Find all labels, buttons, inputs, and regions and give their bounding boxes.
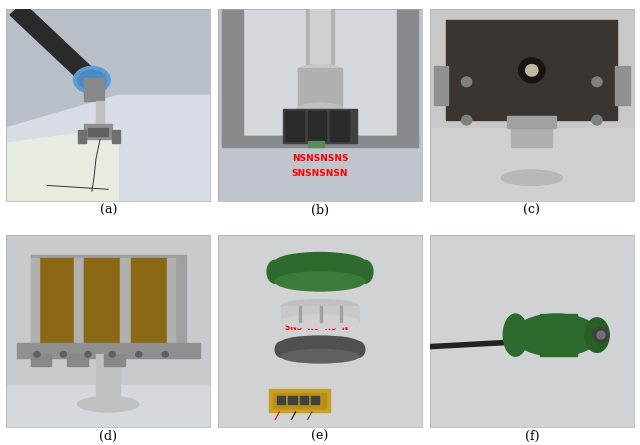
Bar [511,118,552,147]
Circle shape [109,352,115,357]
Circle shape [85,352,91,357]
Circle shape [162,352,168,357]
Ellipse shape [282,299,358,313]
Ellipse shape [275,272,365,291]
Ellipse shape [275,342,287,357]
Bar [508,116,556,128]
Ellipse shape [503,314,528,356]
Bar [308,142,324,147]
Ellipse shape [282,315,358,328]
X-axis label: (a): (a) [100,203,117,217]
Bar [104,354,125,366]
Bar [96,354,120,396]
Text: NSNSNSNS: NSNSNSNS [292,154,348,163]
Bar [37,259,74,343]
Bar [310,9,330,63]
Circle shape [593,328,609,343]
Bar [300,396,308,404]
Polygon shape [6,95,210,201]
Ellipse shape [353,342,365,357]
Ellipse shape [501,170,563,186]
Circle shape [136,352,142,357]
Bar [88,128,108,136]
Bar [311,396,319,404]
Bar [74,259,82,343]
Bar [269,389,330,412]
Ellipse shape [298,103,342,114]
Bar [397,9,418,143]
Bar [289,396,296,404]
Circle shape [592,115,602,125]
Ellipse shape [275,253,365,272]
Bar [222,136,418,147]
Ellipse shape [513,314,599,356]
Ellipse shape [298,65,342,76]
Bar [77,130,86,143]
Bar [277,396,285,404]
Circle shape [461,77,472,87]
X-axis label: (c): (c) [524,203,540,217]
Text: SNSNSNSN: SNSNSNSN [292,170,348,178]
FancyArrow shape [10,3,94,82]
Bar [6,385,210,427]
Bar [84,124,112,139]
Bar [67,354,88,366]
Bar [222,9,243,143]
X-axis label: (d): (d) [99,430,117,443]
Ellipse shape [518,58,545,83]
Polygon shape [6,128,118,201]
Bar [284,109,356,143]
Bar [131,259,167,343]
Ellipse shape [585,318,609,352]
Bar [434,66,448,105]
Bar [282,306,358,322]
Bar [430,128,634,201]
X-axis label: (b): (b) [311,203,329,217]
Bar [282,341,358,356]
Bar [298,69,342,109]
Ellipse shape [74,66,110,93]
X-axis label: (f): (f) [525,430,539,443]
Bar [17,343,200,358]
Bar [446,20,618,120]
Bar [330,111,349,142]
Bar [96,101,104,128]
Text: SNS  NS  NS  N: SNS NS NS N [285,323,349,332]
Bar [234,9,406,133]
Circle shape [60,352,67,357]
Bar [275,262,365,281]
Bar [308,111,326,142]
Ellipse shape [282,336,358,349]
Polygon shape [31,255,186,347]
Circle shape [461,115,472,125]
Bar [540,314,577,356]
Bar [120,259,129,343]
Ellipse shape [282,349,358,363]
Ellipse shape [77,396,139,412]
Bar [306,9,334,66]
Bar [167,259,175,343]
Circle shape [592,77,602,87]
Bar [112,130,120,143]
Ellipse shape [267,260,284,283]
Bar [320,306,322,322]
Bar [84,78,104,101]
Bar [285,111,304,142]
Bar [615,66,630,105]
Ellipse shape [77,70,106,89]
Bar [299,306,301,322]
Ellipse shape [356,260,373,283]
Bar [273,392,326,408]
Bar [340,306,342,322]
Circle shape [34,352,40,357]
Ellipse shape [525,65,538,76]
X-axis label: (e): (e) [312,430,328,443]
Bar [84,259,120,343]
Circle shape [597,331,605,339]
Bar [31,354,51,366]
Bar [31,259,39,343]
